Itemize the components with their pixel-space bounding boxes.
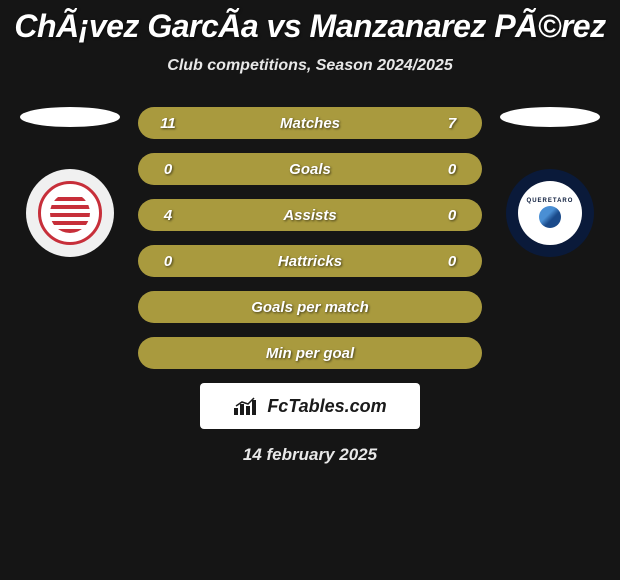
right-column: QUERETARO: [490, 107, 610, 257]
page-title: ChÃ¡vez GarcÃa vs Manzanarez PÃ©rez: [0, 0, 620, 45]
stat-bar-goals: 0 Goals 0: [138, 153, 482, 185]
queretaro-inner: QUERETARO: [518, 181, 582, 245]
stat-bar-matches: 11 Matches 7: [138, 107, 482, 139]
fctables-chart-icon: [233, 396, 261, 416]
stat-label: Matches: [280, 115, 340, 132]
brand-box: FcTables.com: [200, 383, 420, 429]
stat-label: Goals: [289, 161, 331, 178]
stat-left-value: 0: [156, 253, 180, 270]
comparison-content: 11 Matches 7 0 Goals 0 4 Assists 0 0 Hat…: [0, 107, 620, 369]
queretaro-text: QUERETARO: [527, 198, 574, 204]
stat-bar-goals-per-match: Goals per match: [138, 291, 482, 323]
page-subtitle: Club competitions, Season 2024/2025: [0, 57, 620, 75]
stat-bar-assists: 4 Assists 0: [138, 199, 482, 231]
stat-left-value: 11: [156, 115, 180, 132]
stat-label: Goals per match: [251, 299, 369, 316]
stat-label: Hattricks: [278, 253, 342, 270]
stat-label: Assists: [283, 207, 336, 224]
footer-date: 14 february 2025: [0, 445, 620, 465]
stat-right-value: 0: [440, 253, 464, 270]
stat-label: Min per goal: [266, 345, 354, 362]
right-club-crest: QUERETARO: [506, 169, 594, 257]
left-club-crest: [26, 169, 114, 257]
chivas-ring: [38, 181, 102, 245]
queretaro-ball-icon: [539, 206, 561, 228]
right-player-ellipse: [500, 107, 600, 127]
stat-bar-min-per-goal: Min per goal: [138, 337, 482, 369]
stat-right-value: 7: [440, 115, 464, 132]
chivas-stripes: [50, 193, 90, 233]
left-player-ellipse: [20, 107, 120, 127]
stat-left-value: 0: [156, 161, 180, 178]
left-column: [10, 107, 130, 257]
stat-right-value: 0: [440, 207, 464, 224]
stat-bar-hattricks: 0 Hattricks 0: [138, 245, 482, 277]
brand-text: FcTables.com: [267, 396, 386, 417]
stat-bars: 11 Matches 7 0 Goals 0 4 Assists 0 0 Hat…: [130, 107, 490, 369]
stat-right-value: 0: [440, 161, 464, 178]
stat-left-value: 4: [156, 207, 180, 224]
